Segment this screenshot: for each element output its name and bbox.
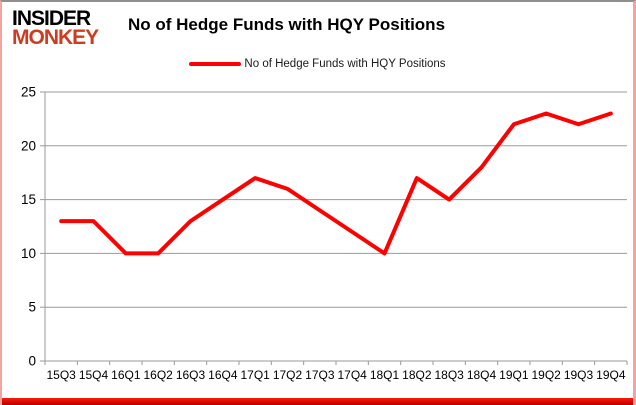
logo-word-monkey: MONKEY	[12, 26, 99, 50]
x-tick-label: 19Q3	[564, 368, 594, 382]
x-tick-label: 18Q2	[402, 368, 432, 382]
logo-word-insider: INSIDER	[12, 7, 91, 30]
y-tick-label: 20	[21, 138, 36, 153]
bottom-red-bar	[2, 398, 633, 405]
x-tick-label: 17Q4	[337, 368, 367, 382]
x-tick-label: 19Q1	[499, 368, 529, 382]
x-tick-label: 16Q2	[143, 368, 173, 382]
legend-line-swatch	[189, 62, 242, 66]
series-line-hqy-positions	[59, 111, 613, 256]
y-tick-label: 25	[21, 85, 36, 100]
x-tick-label: 16Q4	[208, 368, 238, 382]
x-tick-label: 18Q3	[434, 368, 464, 382]
y-tick-label: 0	[28, 354, 36, 369]
y-tick-label: 15	[21, 192, 36, 207]
x-tick-label: 17Q2	[273, 368, 303, 382]
y-tick-label: 5	[28, 300, 36, 315]
x-tick-label: 18Q4	[467, 368, 497, 382]
x-tick-label: 18Q1	[370, 368, 400, 382]
x-tick-label: 19Q4	[596, 368, 626, 382]
x-tick-label: 16Q3	[176, 368, 206, 382]
y-tick-label: 10	[21, 246, 36, 261]
chart-title: No of Hedge Funds with HQY Positions	[128, 15, 446, 34]
x-tick-label: 15Q3	[46, 368, 76, 382]
x-tick-label: 15Q4	[79, 368, 109, 382]
x-tick-label: 19Q2	[531, 368, 561, 382]
x-tick-label: 16Q1	[111, 368, 141, 382]
insider-monkey-logo: INSIDER MONKEY	[12, 7, 99, 50]
x-tick-label: 17Q3	[305, 368, 335, 382]
chart-legend: No of Hedge Funds with HQY Positions	[2, 58, 633, 70]
legend-label: No of Hedge Funds with HQY Positions	[244, 58, 446, 70]
x-tick-label: 17Q1	[240, 368, 270, 382]
